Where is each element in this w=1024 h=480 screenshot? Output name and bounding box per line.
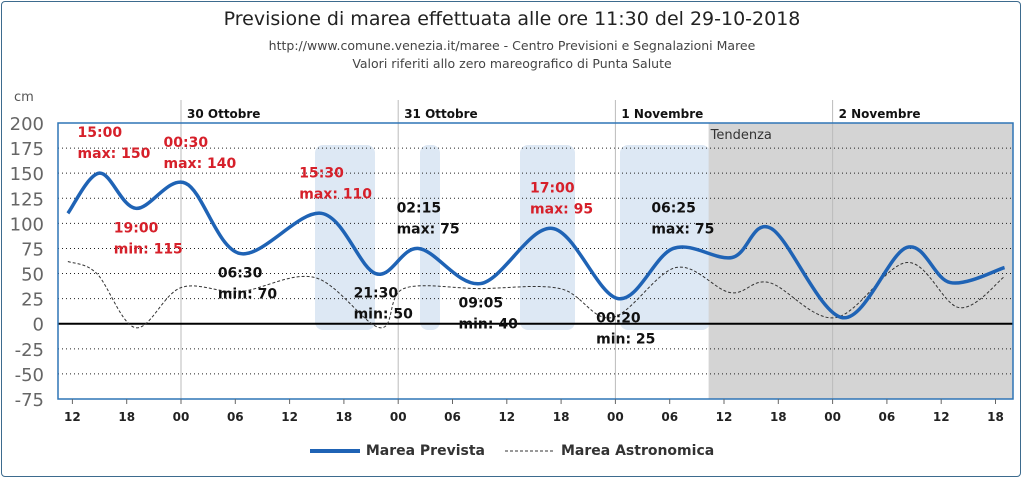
y-tick-label: -25	[15, 340, 44, 361]
y-tick-label: 150	[10, 164, 44, 185]
day-label: 31 Ottobre	[404, 107, 477, 121]
annotation-value: min: 115	[114, 241, 183, 257]
x-tick-label: 00	[607, 410, 624, 424]
x-tick-label: 06	[227, 410, 244, 424]
y-tick-label: 175	[10, 139, 44, 160]
x-tick-label: 12	[716, 410, 733, 424]
tendenza-region	[708, 123, 1013, 399]
chart-subtitle-url: http://www.comune.venezia.it/maree - Cen…	[268, 38, 756, 53]
annotation-value: max: 95	[530, 201, 593, 217]
tendenza-label: Tendenza	[710, 128, 772, 143]
x-tick-label: 12	[933, 410, 950, 424]
day-label: 2 Novembre	[839, 107, 921, 121]
watermark-shape	[520, 145, 575, 330]
chart-subtitle-reference: Valori riferiti allo zero mareografico d…	[352, 56, 672, 71]
chart-title: Previsione di marea effettuata alle ore …	[223, 8, 801, 30]
annotation-time: 00:30	[164, 135, 209, 151]
annotation-value: min: 25	[596, 332, 655, 348]
y-tick-label: 50	[21, 265, 44, 286]
y-tick-label: 125	[10, 189, 44, 210]
annotation-time: 06:25	[651, 200, 696, 216]
annotation-value: min: 70	[218, 286, 278, 302]
y-tick-label: 25	[21, 290, 44, 311]
annotation-value: min: 40	[459, 317, 519, 333]
x-tick-label: 06	[661, 410, 678, 424]
annotation-value: max: 75	[651, 221, 714, 237]
y-tick-label: -75	[15, 390, 44, 411]
series-line-astronomica	[67, 261, 1005, 329]
dashed-line-icon	[504, 450, 555, 452]
x-tick-label: 06	[879, 410, 896, 424]
legend-label: Marea Prevista	[365, 443, 485, 459]
solid-line-icon	[309, 449, 360, 453]
annotation-time: 17:00	[530, 180, 575, 196]
legend-item-astronomica[interactable]: Marea Astronomica	[504, 443, 715, 459]
annotation-time: 02:15	[397, 200, 442, 216]
x-tick-label: 12	[281, 410, 298, 424]
y-tick-label: 200	[10, 114, 44, 135]
annotation-time: 06:30	[218, 265, 263, 281]
x-tick-label: 00	[173, 410, 190, 424]
annotation-time: 15:30	[299, 165, 344, 181]
x-tick-label: 00	[824, 410, 841, 424]
y-tick-label: -50	[15, 365, 44, 386]
annotation-time: 21:30	[354, 286, 399, 302]
annotation-value: max: 140	[164, 156, 237, 172]
annotation-time: 09:05	[459, 296, 504, 312]
day-label: 30 Ottobre	[187, 107, 260, 121]
y-tick-label: 75	[21, 239, 44, 260]
annotation-value: min: 50	[354, 307, 414, 323]
legend: Marea Prevista Marea Astronomica	[0, 443, 1024, 459]
series-line-prevista	[66, 171, 1006, 320]
watermark-shape	[315, 145, 375, 330]
annotation-value: max: 75	[397, 221, 460, 237]
x-tick-label: 06	[444, 410, 461, 424]
watermark-shape	[420, 145, 440, 330]
x-tick-label: 12	[64, 410, 81, 424]
x-tick-label: 12	[498, 410, 515, 424]
watermark-shape	[620, 145, 710, 330]
plot-border	[57, 122, 1014, 400]
annotation-time: 15:00	[78, 125, 123, 141]
annotation-value: max: 150	[78, 146, 151, 162]
legend-item-prevista[interactable]: Marea Prevista	[309, 443, 485, 459]
annotation-time: 00:20	[596, 311, 641, 327]
x-tick-label: 18	[118, 410, 135, 424]
y-tick-label: 0	[33, 315, 44, 336]
annotation-value: max: 110	[299, 186, 372, 202]
day-label: 1 Novembre	[621, 107, 703, 121]
x-tick-label: 18	[987, 410, 1004, 424]
x-tick-label: 00	[390, 410, 407, 424]
x-tick-label: 18	[336, 410, 353, 424]
annotation-time: 19:00	[114, 220, 159, 236]
legend-label: Marea Astronomica	[560, 443, 715, 459]
y-axis-label: cm	[14, 90, 34, 105]
x-tick-label: 18	[770, 410, 787, 424]
y-tick-label: 100	[10, 214, 44, 235]
x-tick-label: 18	[553, 410, 570, 424]
